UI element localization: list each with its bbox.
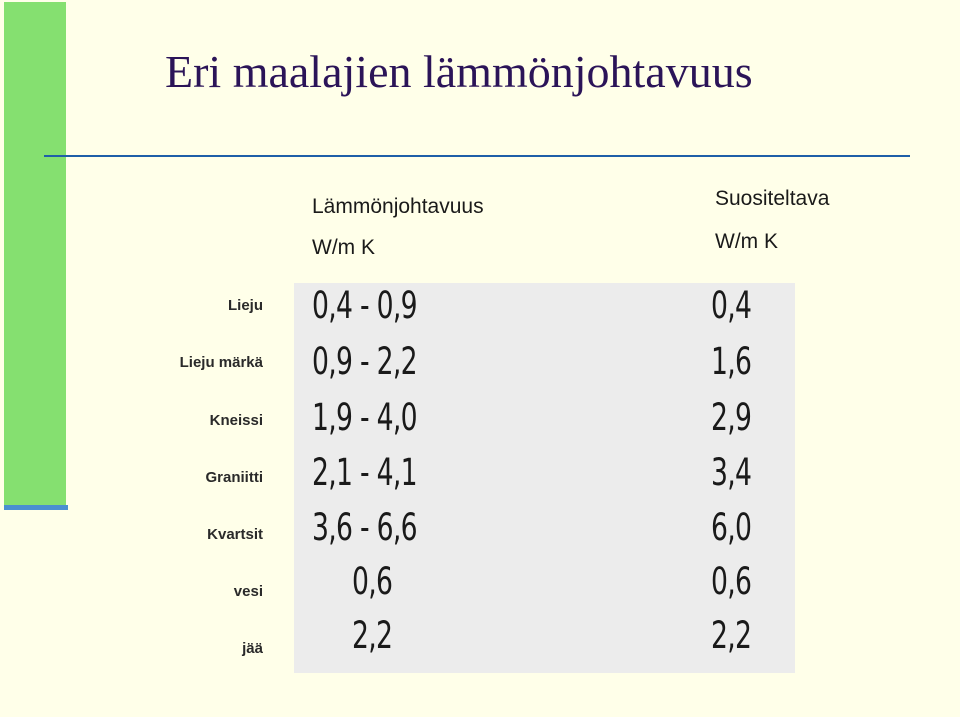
conductivity-column-unit: W/m K <box>312 236 375 259</box>
recommended-column-header: Suositeltava <box>715 187 830 210</box>
conductivity-cell-kvartsit: 3,6 - 6,6 <box>312 506 418 549</box>
row-label-lieju: Lieju <box>227 297 263 314</box>
recommended-cell-lieju-marka: 1,6 <box>711 340 752 383</box>
decorative-side-bar <box>4 2 66 510</box>
values-table <box>294 283 795 673</box>
decorative-side-bar-edge <box>4 505 68 510</box>
recommended-cell-kvartsit: 6,0 <box>711 506 752 549</box>
conductivity-column-header: Lämmönjohtavuus <box>312 195 484 218</box>
row-label-graniitti: Graniitti <box>205 469 263 486</box>
recommended-cell-vesi: 0,6 <box>711 560 752 603</box>
row-label-lieju-marka: Lieju märkä <box>179 354 263 371</box>
recommended-cell-lieju: 0,4 <box>711 284 752 327</box>
recommended-column-unit: W/m K <box>715 230 778 253</box>
row-label-kvartsit: Kvartsit <box>207 526 263 543</box>
row-label-vesi: vesi <box>233 583 263 600</box>
page-title: Eri maalajien lämmönjohtavuus <box>165 46 753 97</box>
recommended-cell-jaa: 2,2 <box>711 614 752 657</box>
conductivity-cell-lieju-marka: 0,9 - 2,2 <box>312 340 418 383</box>
conductivity-cell-jaa: 2,2 <box>352 614 393 657</box>
conductivity-cell-graniitti: 2,1 - 4,1 <box>312 451 418 494</box>
conductivity-cell-lieju: 0,4 - 0,9 <box>312 284 418 327</box>
recommended-cell-kneissi: 2,9 <box>711 396 752 439</box>
conductivity-cell-vesi: 0,6 <box>352 560 393 603</box>
row-label-kneissi: Kneissi <box>209 412 263 429</box>
conductivity-cell-kneissi: 1,9 - 4,0 <box>312 396 418 439</box>
title-divider <box>44 155 910 157</box>
row-label-jaa: jää <box>242 640 263 657</box>
recommended-cell-graniitti: 3,4 <box>711 451 752 494</box>
